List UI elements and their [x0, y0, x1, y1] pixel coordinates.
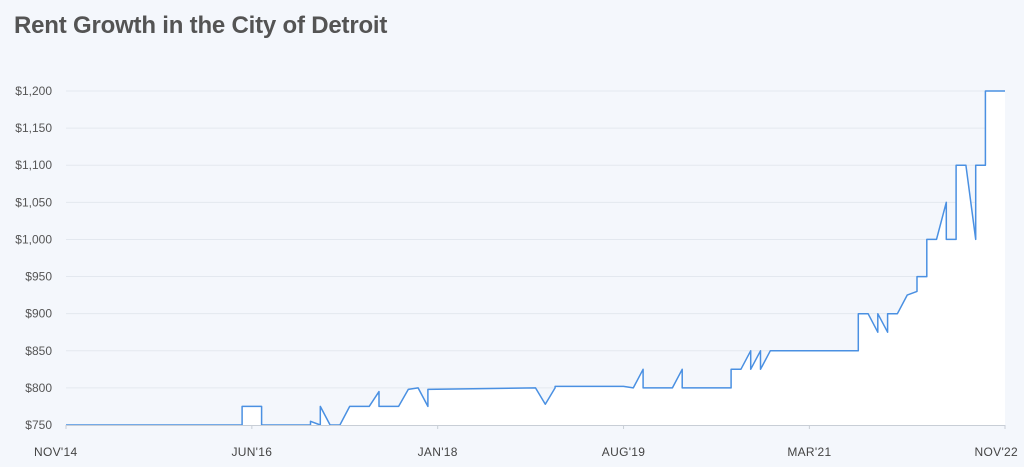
grid-lines: [66, 90, 1005, 389]
y-axis-labels: $750 $800 $850 $900 $950 $1,000 $1,050 $1,100 $1…: [15, 84, 52, 432]
y-tick-label: $1,150: [15, 121, 52, 135]
y-tick-label: $1,000: [15, 232, 52, 246]
x-tick-label: NOV'14: [34, 445, 77, 459]
chart-title: Rent Growth in the City of Detroit: [14, 12, 388, 39]
x-tick-label: JAN'18: [418, 445, 458, 459]
x-tick-label: JUN'16: [231, 445, 272, 459]
y-tick-label: $1,100: [15, 158, 52, 172]
x-tick-label: MAR'21: [787, 445, 831, 459]
area-fill-layer: [66, 91, 1005, 425]
y-tick-label: $800: [25, 381, 52, 395]
x-axis-labels: NOV'14 JUN'16 JAN'18 AUG'19 MAR'21 NOV'22: [34, 445, 1018, 459]
series-line: [66, 90, 1005, 426]
y-tick-label: $950: [25, 270, 52, 284]
x-tick-label: NOV'22: [975, 445, 1018, 459]
y-tick-label: $1,050: [15, 195, 52, 209]
y-tick-label: $850: [25, 344, 52, 358]
y-tick-label: $750: [25, 418, 52, 432]
x-axis: [65, 425, 1006, 429]
area-fill: [66, 91, 1005, 425]
y-tick-label: $1,200: [15, 84, 52, 98]
y-tick-label: $900: [25, 307, 52, 321]
series-line-layer: [66, 90, 1005, 426]
x-tick-label: AUG'19: [602, 445, 645, 459]
